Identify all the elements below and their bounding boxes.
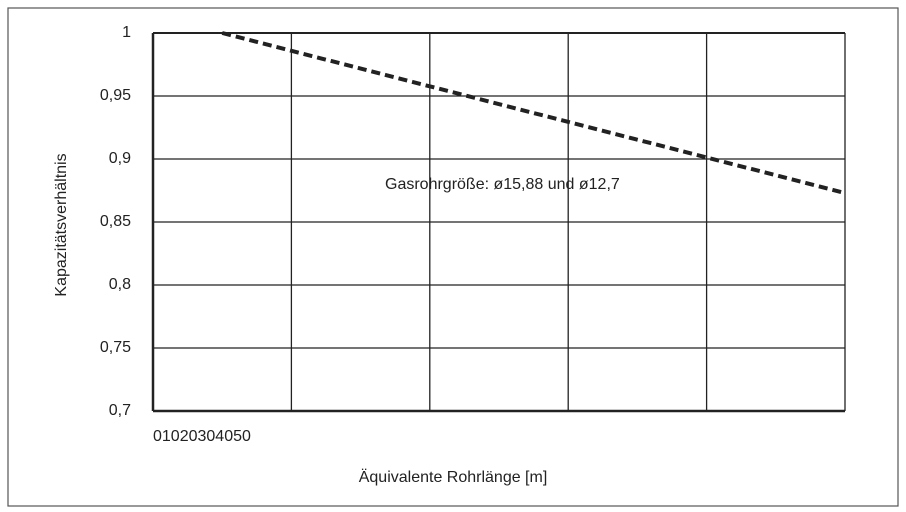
y-tick-label: 0,75 [100,339,131,356]
x-tick-label: 0 [153,428,162,445]
x-axis-label: Äquivalente Rohrlänge [m] [359,468,548,486]
x-tick-label: 50 [233,428,251,445]
x-tick-label: 30 [198,428,216,445]
y-tick-label: 1 [122,24,131,41]
annotation: Gasrohrgröße: ø15,88 und ø12,7 [385,176,620,193]
x-tick-label: 10 [162,428,180,445]
x-tick-label: 20 [180,428,198,445]
y-tick-label: 0,7 [109,402,131,419]
y-tick-label: 0,95 [100,87,131,104]
y-tick-label: 0,9 [109,150,131,167]
x-tick-label: 40 [215,428,233,445]
y-tick-label: 0,8 [109,276,131,293]
frame [7,7,899,507]
data-line [221,31,846,195]
y-axis-label: Kapazitätsverhältnis [53,153,70,296]
y-tick-label: 0,85 [100,213,131,230]
